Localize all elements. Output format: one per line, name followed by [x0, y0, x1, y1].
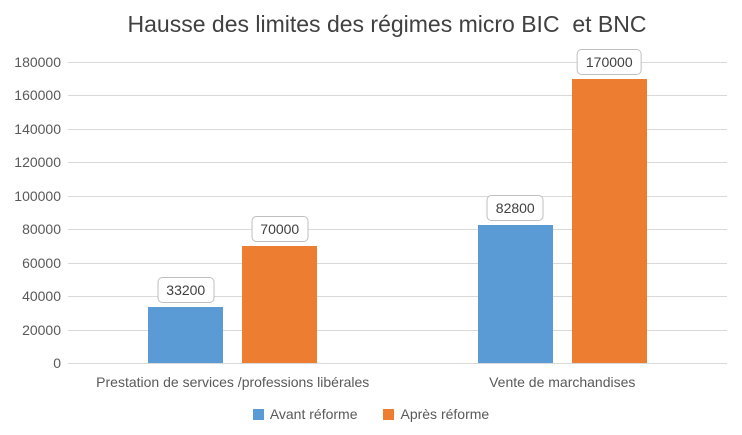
- data-label: 82800: [486, 194, 544, 221]
- gridline: [68, 195, 727, 197]
- bar-avant-reforme: [477, 224, 553, 363]
- y-axis-tick-label: 60000: [22, 254, 61, 271]
- gridline: [68, 62, 727, 63]
- gridline: [68, 262, 727, 264]
- legend-item-label: Avant réforme: [269, 406, 358, 422]
- bar-apres-reforme: [242, 245, 318, 363]
- y-axis-tick-label: 20000: [22, 321, 61, 338]
- gridline: [68, 363, 727, 364]
- gridline: [68, 296, 727, 298]
- y-axis-tick-label: 160000: [14, 87, 61, 104]
- gridline: [68, 229, 727, 231]
- y-axis-tick-label: 100000: [14, 187, 61, 204]
- y-axis-tick-label: 80000: [22, 221, 61, 238]
- legend: Avant réforme Après réforme: [0, 406, 742, 422]
- legend-swatch-icon: [252, 408, 264, 420]
- legend-item-label: Après réforme: [400, 406, 490, 422]
- gridline: [68, 329, 727, 331]
- chart-title: Hausse des limites des régimes micro BIC…: [127, 11, 647, 37]
- legend-swatch-icon: [383, 408, 395, 420]
- x-axis-category-label: Vente de marchandises: [489, 374, 636, 390]
- y-axis-tick-label: 140000: [14, 120, 61, 137]
- gridline: [68, 162, 727, 164]
- gridline: [68, 95, 727, 97]
- y-axis-tick-label: 40000: [22, 288, 61, 305]
- x-axis-category-label: Prestation de services /professions libé…: [96, 374, 370, 390]
- y-axis-tick-label: 0: [53, 355, 61, 371]
- bar-apres-reforme: [571, 78, 647, 363]
- y-axis-tick-label: 180000: [14, 54, 61, 70]
- gridline: [68, 128, 727, 130]
- legend-item-apres-reforme: Après réforme: [383, 406, 489, 422]
- bar-avant-reforme: [148, 307, 224, 363]
- data-label: 70000: [251, 215, 309, 242]
- legend-item-avant-reforme: Avant réforme: [252, 406, 358, 422]
- data-label: 170000: [576, 48, 642, 75]
- y-axis-tick-label: 120000: [14, 154, 61, 171]
- data-label: 33200: [157, 277, 215, 304]
